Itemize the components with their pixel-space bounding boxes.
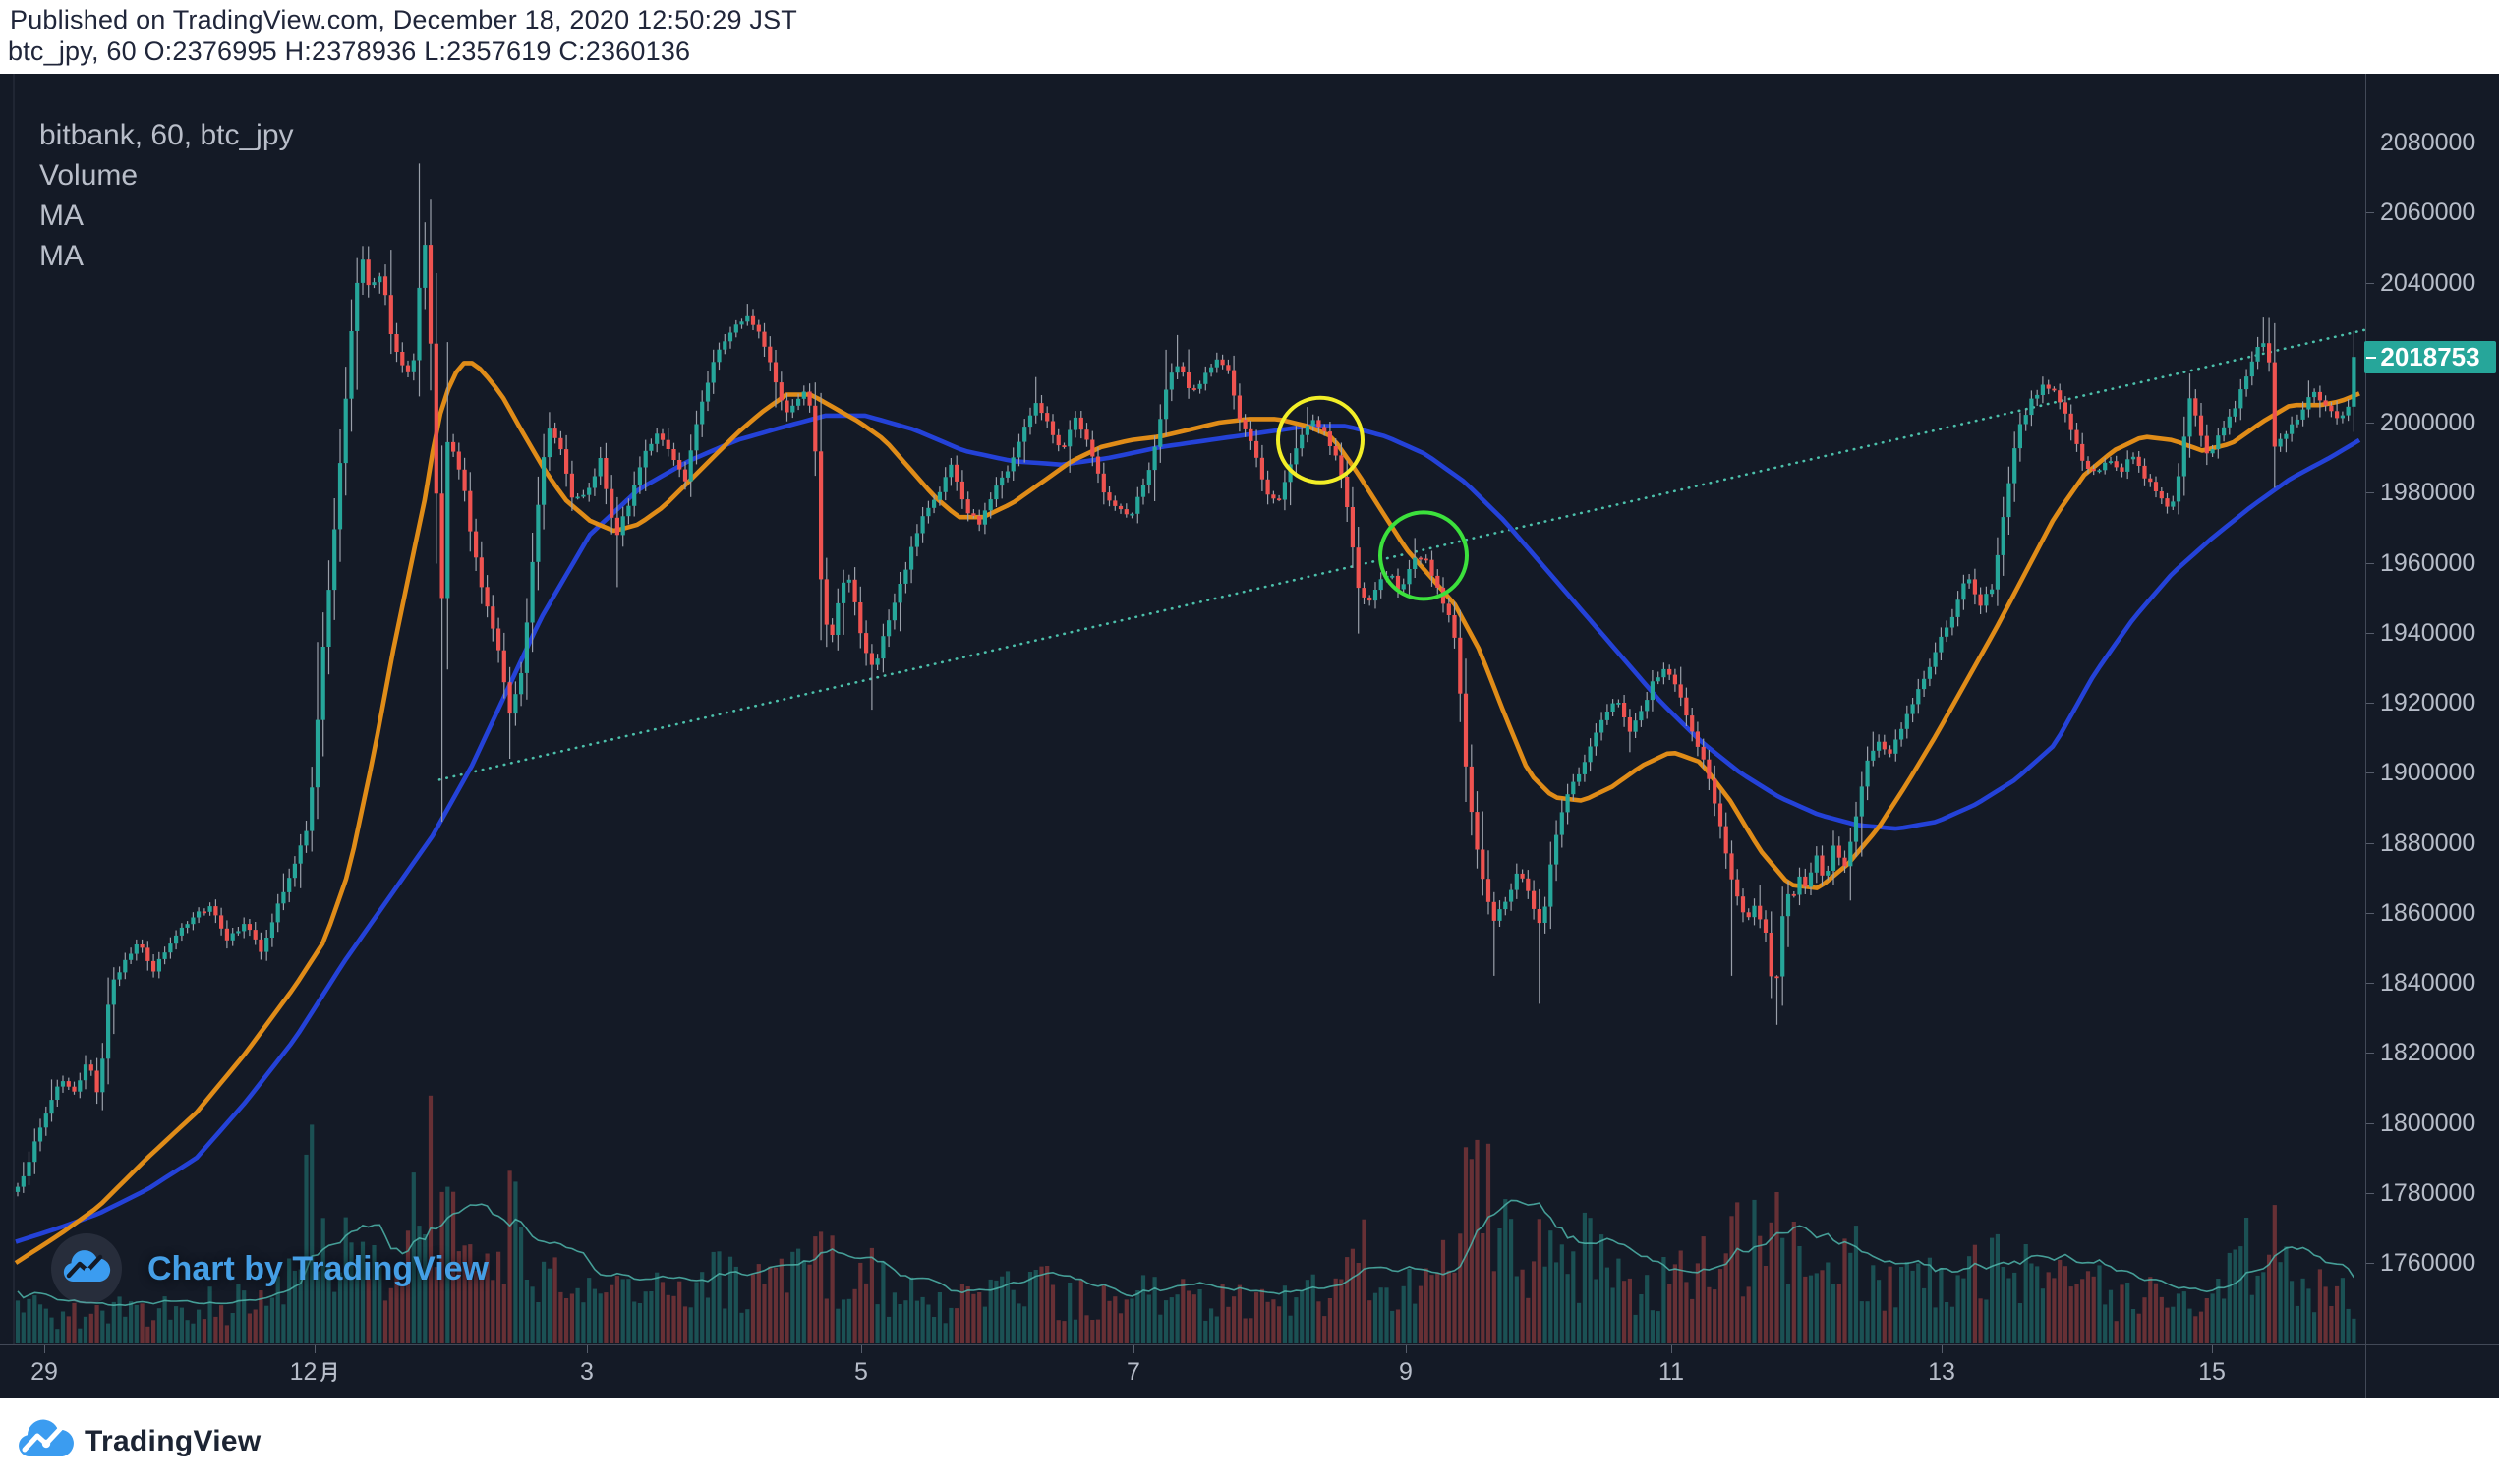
time-tick-mark [44,1345,45,1353]
watermark-logo-circle [51,1233,122,1304]
time-tick-mark [1406,1345,1407,1353]
time-axis[interactable]: 29 12 3 5 7 9 11 13 15 [0,1344,2365,1398]
price-tick-label: 2040000 [2380,269,2476,297]
time-tick-label: 5 [854,1358,868,1386]
price-tick-label: 1780000 [2380,1179,2476,1207]
trendline[interactable] [437,328,2365,781]
publish-line: Published on TradingView.com, December 1… [10,5,797,34]
price-tick-label: 1860000 [2380,899,2476,927]
moving-averages-layer [14,361,2361,1265]
time-tick-label: 13 [1928,1358,1955,1386]
footer-brand-text[interactable]: TradingView [85,1425,262,1457]
price-tick-label: 1820000 [2380,1039,2476,1066]
price-tick-mark [2366,703,2374,704]
tradingview-cloud-icon [63,1250,111,1282]
time-tick-label: 7 [1127,1358,1140,1386]
price-tick-mark [2366,1263,2374,1264]
volume-bars-layer[interactable] [15,1095,2356,1343]
tradingview-watermark-link[interactable]: Chart by TradingView [51,1233,489,1304]
price-tick-label: 1760000 [2380,1249,2476,1277]
page-footer: TradingView [0,1398,2499,1484]
price-tick-label: 1980000 [2380,479,2476,506]
green-circle [1378,510,1469,601]
ma-fast-line [14,361,2360,1265]
volume-ma-layer [17,1199,2355,1307]
price-tick-label: 1940000 [2380,619,2476,647]
price-tick-mark [2366,913,2374,914]
time-tick-mark [1942,1345,1943,1353]
price-tick-mark [2366,492,2374,493]
candles-layer[interactable] [15,163,2356,1197]
watermark-text[interactable]: Chart by TradingView [147,1249,490,1287]
price-tick-mark [2366,1123,2374,1124]
price-tick-mark [2366,563,2374,564]
time-tick-mark [2212,1345,2213,1353]
annotations-layer [1276,395,1469,601]
price-tick-label: 2060000 [2380,199,2476,226]
price-tick-mark [2366,633,2374,634]
legend-item-ma-slow[interactable]: MA [39,240,84,272]
tradingview-footer-logo-icon[interactable] [16,1419,77,1469]
price-tick-label: 1840000 [2380,969,2476,997]
time-tick-mark [1133,1345,1134,1353]
price-tick-mark [2366,772,2374,773]
volume-ma-line [17,1199,2355,1307]
price-tick-label: 1800000 [2380,1110,2476,1137]
ohlc-line: btc_jpy, 60 O:2376995 H:2378936 L:235761… [8,36,691,66]
time-tick-mark [1671,1345,1672,1353]
price-tick-label: 1920000 [2380,689,2476,716]
time-tick-mark [587,1345,588,1353]
legend-item-volume[interactable]: Volume [39,159,139,192]
price-tick-mark [2366,843,2374,844]
chart-region[interactable]: bitbank, 60, btc_jpy Volume MA MA Chart … [0,74,2499,1398]
candlestick-chart[interactable] [0,74,2365,1344]
time-axis-border [0,1344,2499,1345]
time-tick-label: 3 [580,1358,594,1386]
publish-header: Published on TradingView.com, December 1… [0,0,2499,74]
price-tick-label: 1900000 [2380,759,2476,786]
time-tick-mark [861,1345,862,1353]
price-tick-label: 1880000 [2380,829,2476,857]
time-tick-label: 11 [1658,1358,1684,1386]
time-tick-label: 15 [2198,1358,2226,1386]
trendline-layer[interactable] [437,328,2365,781]
price-tick-mark [2366,1193,2374,1194]
time-tick-label: 12 [290,1358,340,1387]
price-tick-mark [2366,212,2374,213]
legend-title[interactable]: bitbank, 60, btc_jpy [39,119,294,151]
last-price-badge: 2018753 [2364,341,2496,373]
price-tick-label: 2000000 [2380,409,2476,436]
price-tick-mark [2366,283,2374,284]
time-tick-label: 29 [30,1358,58,1386]
ma-slow-line [15,413,2361,1244]
price-tick-label: 2080000 [2380,129,2476,156]
price-tick-mark [2366,1053,2374,1054]
yellow-circle [1276,395,1365,485]
time-tick-mark [315,1345,316,1353]
price-axis[interactable]: 2080000206000020400002020000200000019800… [2364,74,2499,1398]
chart-legend[interactable]: bitbank, 60, btc_jpy Volume MA MA [39,115,294,276]
legend-item-ma-fast[interactable]: MA [39,200,84,232]
price-tick-mark [2366,423,2374,424]
price-tick-mark [2366,983,2374,984]
price-tick-label: 1960000 [2380,549,2476,577]
time-tick-label: 9 [1399,1358,1413,1386]
